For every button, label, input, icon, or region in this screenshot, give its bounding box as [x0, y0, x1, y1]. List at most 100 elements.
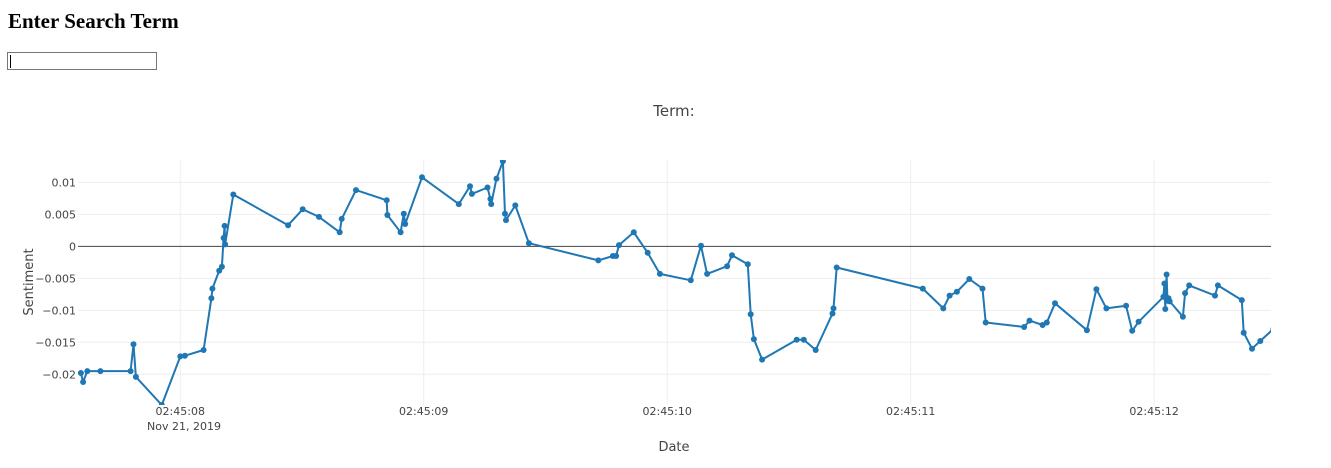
data-point — [209, 285, 216, 292]
data-point — [829, 310, 836, 317]
data-point — [1161, 280, 1168, 287]
data-point — [630, 229, 637, 236]
x-axis-ticks: 02:45:08 02:45:09 02:45:10 02:45:11 02:45:12 — [156, 405, 1179, 418]
data-point — [200, 347, 207, 353]
data-point — [222, 241, 229, 248]
data-point — [397, 229, 404, 236]
data-point — [1123, 302, 1130, 309]
data-point — [698, 242, 704, 249]
data-point — [1179, 313, 1186, 320]
data-point — [656, 270, 663, 277]
data-point — [487, 196, 494, 202]
data-point — [953, 288, 960, 295]
data-point — [525, 240, 532, 247]
data-point — [793, 336, 800, 343]
data-point — [833, 264, 840, 271]
data-point — [499, 160, 506, 165]
data-point — [1238, 297, 1245, 304]
data-point — [80, 379, 87, 385]
x-tick-label: 02:45:12 — [1129, 405, 1178, 418]
data-point — [84, 368, 91, 375]
data-point — [616, 242, 622, 249]
data-point — [503, 217, 509, 224]
sentiment-series — [78, 160, 1271, 405]
text-caret — [10, 55, 11, 68]
data-point — [353, 187, 359, 194]
data-point — [1083, 327, 1090, 334]
data-point — [966, 276, 973, 282]
x-axis-date-label: Nov 21, 2019 — [147, 420, 221, 433]
data-point — [729, 252, 735, 259]
data-point — [595, 257, 602, 264]
data-point — [1093, 286, 1100, 293]
chart-title: Term: — [652, 102, 694, 120]
data-point — [613, 253, 620, 259]
x-tick-label: 02:45:10 — [642, 405, 691, 418]
data-point — [336, 229, 343, 236]
data-point — [919, 285, 926, 292]
x-axis-title: Date — [658, 440, 689, 455]
series-line — [79, 160, 1271, 405]
data-point — [1163, 271, 1170, 278]
data-point — [130, 341, 137, 348]
data-point — [512, 202, 519, 209]
data-point — [230, 191, 237, 198]
data-point — [1166, 298, 1173, 305]
data-point — [687, 277, 694, 284]
data-point — [455, 201, 462, 208]
y-tick-label: 0.005 — [45, 208, 77, 221]
data-point — [946, 292, 953, 299]
data-point — [644, 249, 651, 256]
data-point — [1052, 300, 1058, 307]
data-point — [979, 285, 986, 292]
data-point — [1249, 345, 1255, 352]
data-point — [1103, 305, 1110, 312]
data-point — [488, 201, 495, 208]
x-tick-label: 02:45:08 — [156, 405, 205, 418]
data-point — [493, 175, 500, 182]
data-point — [383, 197, 390, 204]
search-input[interactable] — [7, 52, 157, 70]
data-point — [400, 210, 407, 217]
y-tick-label: −0.02 — [42, 368, 76, 381]
data-point — [750, 336, 757, 343]
x-tick-label: 02:45:11 — [886, 405, 935, 418]
y-tick-label: −0.005 — [35, 272, 76, 285]
y-gridlines — [78, 181, 1271, 375]
data-point — [299, 206, 306, 213]
data-point — [384, 212, 391, 218]
data-point — [97, 368, 104, 375]
y-tick-label: −0.015 — [35, 336, 76, 349]
y-tick-label: 0.01 — [52, 176, 77, 189]
data-point — [1240, 329, 1247, 336]
data-point — [724, 263, 731, 270]
data-point — [812, 347, 819, 353]
data-point — [747, 311, 754, 318]
data-point — [467, 183, 473, 190]
data-point — [221, 222, 228, 229]
data-point — [1214, 282, 1221, 289]
data-point — [338, 215, 345, 222]
data-point — [1186, 282, 1193, 289]
data-point — [940, 305, 947, 312]
page-heading: Enter Search Term — [8, 9, 179, 33]
data-point — [1182, 290, 1189, 297]
data-point — [419, 174, 425, 181]
x-gridlines — [179, 160, 1155, 405]
data-point — [468, 190, 475, 197]
data-point — [744, 261, 751, 268]
data-point — [704, 270, 711, 277]
data-point — [158, 402, 165, 405]
data-point — [127, 368, 134, 375]
data-point — [1021, 324, 1028, 330]
x-tick-label: 02:45:09 — [399, 405, 448, 418]
data-point — [132, 373, 139, 380]
data-point — [1129, 327, 1136, 334]
data-point — [1162, 306, 1169, 312]
data-point — [484, 184, 491, 191]
data-point — [1212, 292, 1218, 299]
data-point — [220, 235, 227, 241]
data-point — [181, 352, 188, 359]
data-point — [316, 213, 322, 220]
